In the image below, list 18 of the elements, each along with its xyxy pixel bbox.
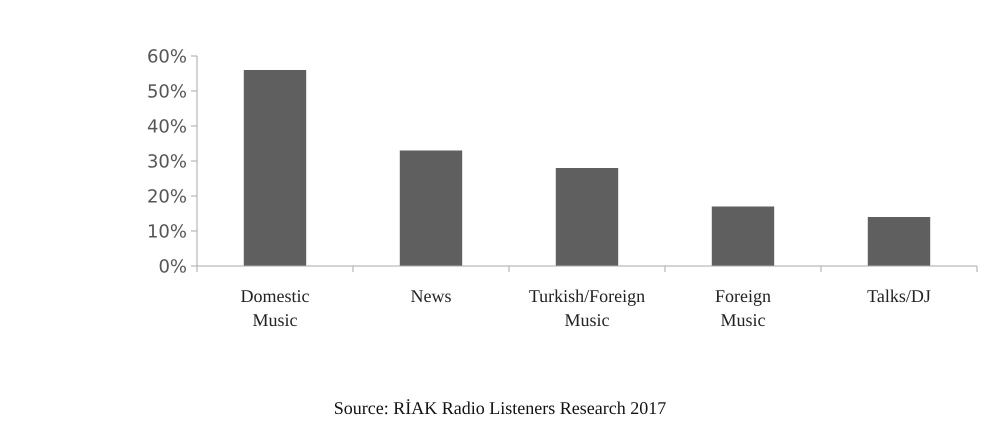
- x-tick-label: Talks/DJ: [867, 286, 931, 306]
- bar: [712, 206, 774, 266]
- x-tick-label: Turkish/Foreign Music: [528, 286, 646, 330]
- bar: [556, 168, 618, 266]
- y-tick-label: 0%: [158, 256, 187, 278]
- y-tick-label: 20%: [146, 186, 187, 208]
- y-tick-label: 60%: [146, 46, 187, 68]
- bar: [868, 217, 930, 266]
- x-tick-label: Domestic Music: [240, 286, 310, 330]
- y-tick-label: 40%: [146, 116, 187, 138]
- y-tick-label: 30%: [146, 151, 187, 172]
- bar: [244, 70, 306, 266]
- x-tick-label: News: [410, 286, 452, 306]
- x-tick-label: Foreign Music: [715, 286, 771, 330]
- bar: [400, 150, 462, 266]
- y-tick-label: 50%: [146, 81, 187, 102]
- y-tick-label: 10%: [146, 221, 187, 242]
- source-note: Source: RİAK Radio Listeners Research 2017: [334, 398, 666, 418]
